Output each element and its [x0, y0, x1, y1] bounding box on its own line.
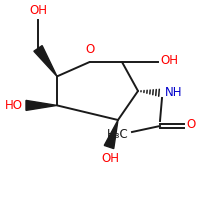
- Text: OH: OH: [101, 152, 119, 165]
- Text: O: O: [85, 43, 94, 56]
- Text: HO: HO: [5, 99, 23, 112]
- Polygon shape: [34, 46, 57, 76]
- Text: NH: NH: [164, 86, 182, 98]
- Text: OH: OH: [160, 54, 178, 68]
- Text: H₃C: H₃C: [107, 128, 129, 140]
- Polygon shape: [26, 100, 57, 110]
- Polygon shape: [104, 120, 118, 149]
- Text: O: O: [186, 118, 196, 132]
- Text: OH: OH: [29, 4, 47, 17]
